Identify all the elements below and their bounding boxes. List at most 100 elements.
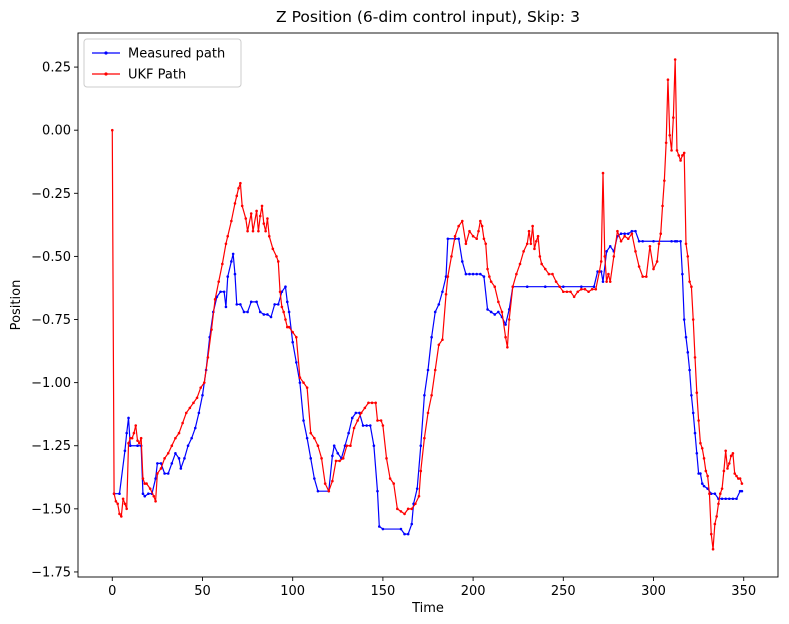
series-0-point — [201, 393, 204, 397]
series-1-point — [720, 487, 724, 490]
series-1-point — [388, 477, 392, 480]
series-1-point — [715, 515, 718, 518]
series-1-point — [291, 330, 294, 334]
series-1-point — [551, 272, 554, 276]
series-1-point — [661, 204, 664, 208]
series-1-point — [673, 58, 677, 61]
series-1-point — [257, 229, 260, 233]
series-1-point — [385, 457, 388, 460]
series-0-point — [284, 285, 287, 289]
series-1-point — [738, 477, 742, 480]
series-1-point — [116, 502, 119, 506]
series-1-point — [598, 270, 601, 273]
series-1-point — [120, 515, 123, 518]
series-1-point — [729, 454, 733, 458]
series-1-point — [267, 234, 271, 238]
series-1-point — [695, 391, 699, 395]
series-1-point — [679, 159, 682, 162]
series-1-point — [177, 431, 181, 435]
x-tick-label: 0 — [108, 584, 116, 599]
series-0-point — [331, 454, 334, 458]
series-0-point — [239, 303, 242, 306]
series-1-point — [226, 234, 230, 238]
series-0-point — [266, 313, 269, 316]
series-0-point — [193, 426, 197, 430]
series-1-point — [221, 262, 224, 266]
series-1-point — [331, 479, 334, 483]
series-1-point — [534, 239, 538, 243]
series-0-point — [298, 381, 302, 384]
series-0-point — [377, 525, 381, 528]
series-0-point — [543, 285, 547, 289]
y-tick-label: −1.25 — [31, 439, 71, 454]
series-0-point — [468, 272, 471, 276]
series-1-point — [114, 499, 118, 503]
series-1-point — [376, 419, 379, 422]
series-1-point — [457, 224, 460, 228]
series-1-point — [235, 194, 239, 198]
series-1-point — [260, 204, 264, 208]
series-0-point — [410, 522, 414, 526]
series-1-point — [284, 318, 287, 321]
series-0-point — [601, 280, 605, 283]
series-1-point — [576, 290, 580, 294]
series-0-point — [295, 361, 298, 364]
series-1-point — [370, 401, 374, 405]
series-0-point — [697, 472, 700, 475]
series-0-point — [222, 290, 226, 294]
series-0-point — [623, 232, 626, 235]
series-1-point — [399, 510, 403, 513]
series-1-point — [540, 262, 543, 266]
series-0-point — [690, 393, 693, 397]
series-1-point — [518, 262, 522, 266]
series-1-point — [327, 489, 331, 493]
series-1-point — [139, 436, 143, 440]
series-1-point — [688, 280, 691, 283]
series-1-point — [199, 386, 202, 389]
series-0-point — [608, 245, 612, 248]
series-0-point — [269, 315, 273, 319]
series-1-point — [713, 522, 717, 526]
series-1-point — [264, 229, 267, 233]
series-1-point — [453, 234, 457, 238]
series-1-point — [266, 217, 269, 220]
series-1-point — [637, 265, 641, 268]
series-1-point — [417, 494, 421, 498]
series-0-point — [305, 436, 309, 440]
series-1-point — [515, 272, 518, 276]
series-1-point — [381, 424, 385, 427]
series-0-point — [720, 497, 724, 501]
series-1-point — [681, 154, 684, 157]
series-0-point — [197, 411, 201, 415]
series-1-point — [686, 255, 690, 258]
series-1-point — [341, 457, 345, 460]
series-1-point — [612, 255, 616, 258]
series-0-point — [437, 303, 441, 306]
series-1-point — [359, 411, 363, 415]
series-0-point — [376, 489, 379, 493]
series-1-point — [672, 116, 675, 119]
series-0-point — [460, 260, 464, 263]
legend-label: UKF Path — [128, 68, 186, 83]
series-0-point — [605, 250, 608, 253]
series-1-point — [433, 368, 437, 372]
series-1-point — [506, 345, 509, 349]
series-1-point — [525, 242, 529, 246]
series-1-point — [630, 232, 634, 235]
series-0-point — [423, 393, 426, 397]
series-0-point — [183, 457, 186, 460]
series-0-point — [246, 310, 249, 314]
series-1-point — [727, 462, 731, 465]
series-1-point — [280, 305, 284, 309]
series-0-point — [419, 444, 423, 448]
series-1-point — [356, 419, 359, 422]
series-0-point — [280, 290, 284, 294]
series-0-point — [619, 232, 623, 235]
series-0-point — [713, 492, 717, 496]
series-1-point — [244, 217, 248, 220]
series-1-point — [605, 280, 608, 283]
x-tick-label: 350 — [731, 584, 756, 599]
series-0-point — [316, 489, 320, 493]
series-0-point — [735, 497, 738, 501]
series-1-point — [500, 310, 504, 314]
